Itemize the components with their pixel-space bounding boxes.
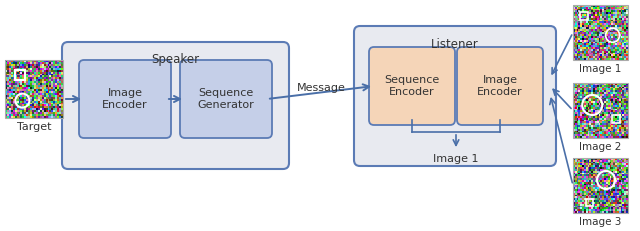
Bar [573,158,628,213]
Text: Sequence
Encoder: Sequence Encoder [385,75,440,97]
Text: Image 3: Image 3 [579,217,621,227]
FancyBboxPatch shape [457,47,543,125]
Text: Sequence
Generator: Sequence Generator [198,88,254,110]
Text: Listener: Listener [431,37,479,51]
FancyBboxPatch shape [369,47,455,125]
Text: Speaker: Speaker [152,54,200,67]
Text: Image 1: Image 1 [579,64,621,74]
Bar [15,70,24,79]
Bar [5,60,63,118]
FancyBboxPatch shape [180,60,272,138]
Text: Message: Message [297,83,346,93]
FancyBboxPatch shape [79,60,171,138]
Bar [612,115,620,123]
Bar [580,12,588,20]
FancyBboxPatch shape [354,26,556,166]
FancyBboxPatch shape [62,42,289,169]
Text: Image
Encoder: Image Encoder [102,88,148,110]
Bar [586,198,593,206]
Bar [573,83,628,138]
Text: Image 2: Image 2 [579,142,621,152]
Text: Target: Target [17,122,51,132]
Text: Image
Encoder: Image Encoder [477,75,523,97]
Text: Image 1: Image 1 [433,154,479,164]
Bar [573,5,628,60]
